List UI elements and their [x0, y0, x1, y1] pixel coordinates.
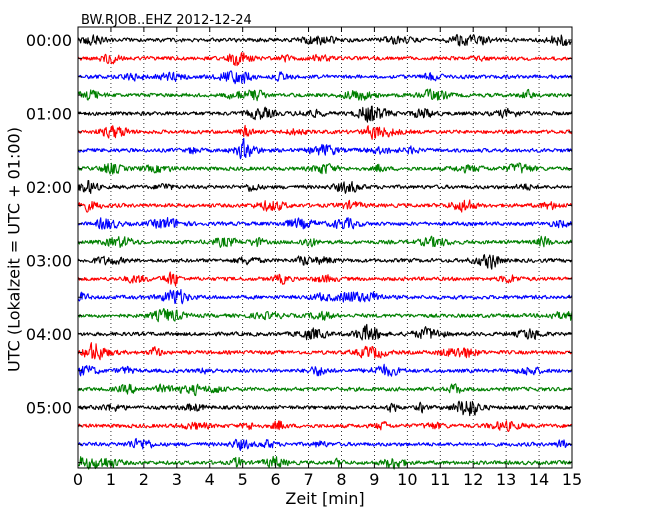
trace-01:30 [77, 137, 573, 160]
x-tick-label: 8 [336, 470, 346, 489]
y-tick-label: 04:00 [26, 325, 72, 344]
seismogram-traces [77, 33, 573, 470]
y-tick-label: 02:00 [26, 178, 72, 197]
x-axis-label: Zeit [min] [285, 489, 364, 508]
trace-02:45 [77, 235, 573, 248]
chart-title: BW.RJOB..EHZ 2012-12-24 [81, 13, 252, 28]
x-tick-label: 13 [496, 470, 516, 489]
trace-05:15 [77, 420, 573, 432]
trace-03:00 [77, 254, 573, 270]
trace-00:00 [77, 33, 573, 47]
vertical-gridlines [110, 27, 540, 468]
x-tick-label: 11 [430, 470, 450, 489]
x-tick-label: 1 [106, 470, 116, 489]
x-tick-label: 15 [562, 470, 582, 489]
x-tick-label: 3 [172, 470, 182, 489]
trace-02:30 [77, 217, 573, 230]
trace-04:15 [77, 342, 573, 361]
trace-00:15 [77, 52, 573, 67]
plot-frame [77, 26, 573, 469]
trace-00:45 [77, 88, 573, 102]
trace-01:45 [77, 162, 573, 175]
x-tick-label: 2 [139, 470, 149, 489]
trace-01:15 [77, 124, 573, 140]
trace-03:15 [77, 271, 573, 287]
x-tick-label: 9 [369, 470, 379, 489]
y-tick-label: 03:00 [26, 252, 72, 271]
x-tick-label: 5 [238, 470, 248, 489]
trace-05:00 [77, 400, 573, 417]
trace-04:00 [77, 323, 573, 341]
y-tick-label: 05:00 [26, 399, 72, 418]
x-tick-label: 0 [73, 470, 83, 489]
y-tick-label: 01:00 [26, 105, 72, 124]
y-tick-label: 00:00 [26, 31, 72, 50]
x-axis: 0 1 2 3 4 5 6 7 8 9 10 11 12 13 14 15 [73, 27, 582, 489]
trace-00:30 [77, 70, 573, 85]
x-tick-label: 6 [271, 470, 281, 489]
x-tick-label: 14 [529, 470, 549, 489]
trace-04:30 [77, 363, 573, 377]
x-tick-label: 12 [463, 470, 483, 489]
y-axis-label: UTC (Lokalzeit = UTC + 01:00) [5, 127, 24, 372]
trace-04:45 [77, 383, 573, 397]
trace-03:30 [77, 288, 573, 305]
y-axis: 00:00 01:00 02:00 03:00 04:00 05:00 [26, 31, 572, 464]
x-tick-label: 4 [205, 470, 215, 489]
x-tick-label: 7 [303, 470, 313, 489]
trace-03:45 [77, 308, 573, 323]
trace-05:30 [77, 437, 573, 451]
trace-01:00 [77, 105, 573, 123]
trace-02:00 [77, 179, 573, 195]
trace-02:15 [77, 199, 573, 213]
trace-05:45 [77, 455, 573, 470]
x-tick-label: 10 [397, 470, 417, 489]
